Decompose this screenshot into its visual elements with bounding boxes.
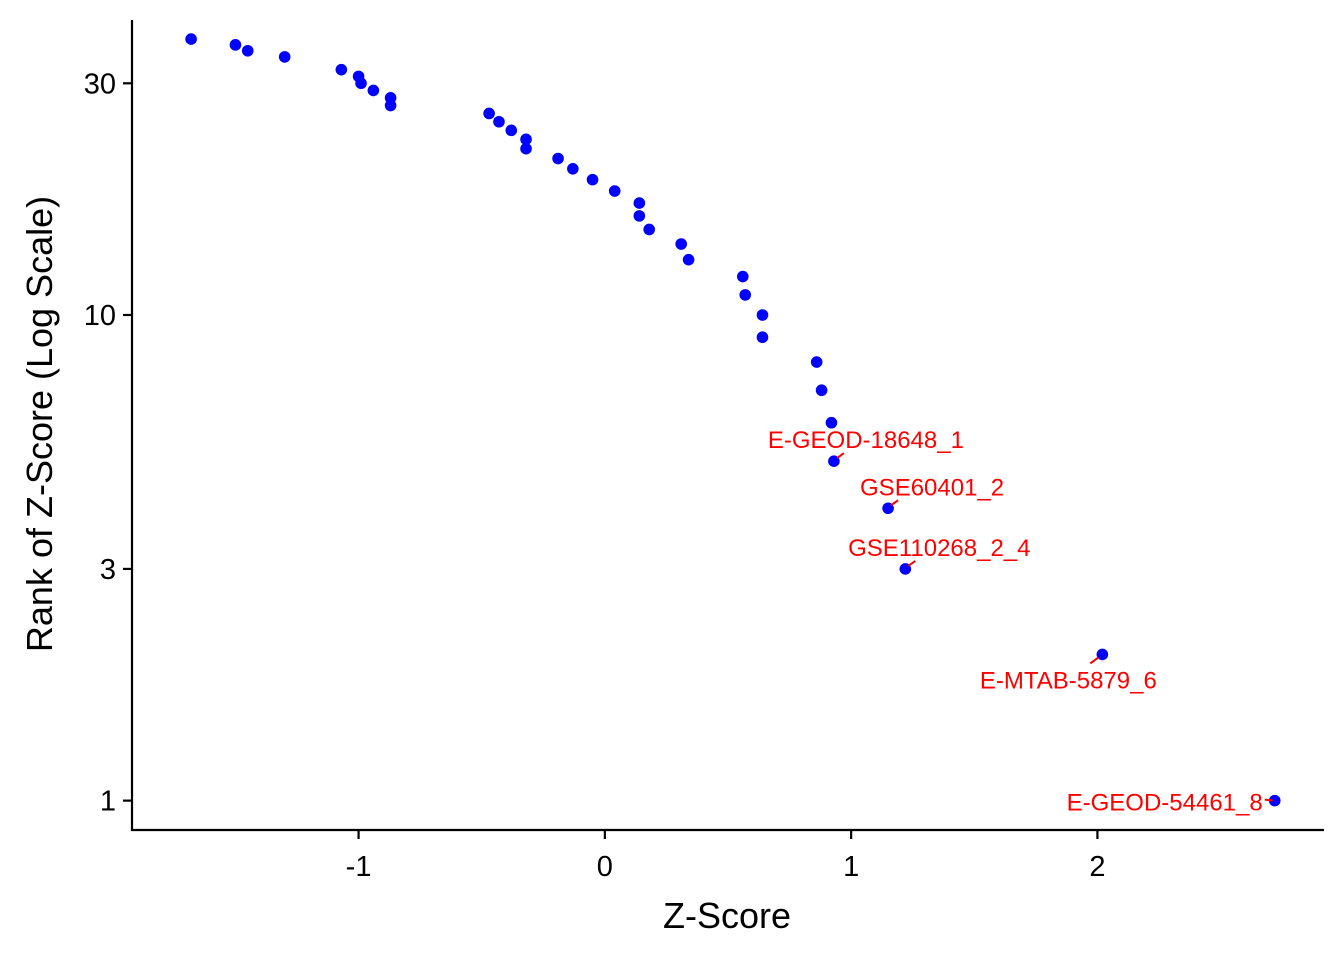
data-points — [185, 33, 1281, 807]
data-point — [643, 223, 655, 236]
data-point — [229, 39, 242, 51]
data-point — [756, 331, 769, 344]
point-label: GSE60401_2 — [860, 474, 1004, 501]
x-axis-title: Z-Score — [663, 895, 791, 936]
data-point — [367, 84, 380, 97]
x-tick-label: -1 — [346, 851, 372, 883]
data-point — [552, 152, 564, 165]
plot-area: -1 0 1 2 1 3 10 30 E-GEOD-54461_8 E-MTAB-5879_6… — [84, 20, 1324, 883]
x-tick-label: 2 — [1089, 851, 1105, 883]
data-point — [739, 289, 752, 301]
data-point — [815, 384, 828, 397]
y-tick-label: 3 — [100, 554, 116, 586]
label-leader-line — [907, 560, 916, 567]
data-point — [278, 51, 291, 63]
label-leader-line — [836, 452, 845, 460]
data-point — [586, 173, 599, 186]
data-point — [1268, 794, 1281, 807]
data-point — [810, 356, 823, 368]
data-point — [384, 92, 397, 104]
data-point — [736, 270, 749, 283]
point-label: E-GEOD-54461_8 — [1067, 790, 1263, 817]
data-point — [633, 197, 646, 209]
point-labels: E-GEOD-54461_8 E-MTAB-5879_6 GSE110268_2_4… — [768, 427, 1273, 817]
y-axis-title: Rank of Z-Score (Log Scale) — [19, 196, 60, 652]
x-tick-label: 0 — [597, 851, 613, 883]
data-point — [825, 416, 838, 429]
label-leader-line — [1089, 656, 1099, 665]
y-tick-label: 1 — [100, 786, 116, 818]
point-label: E-GEOD-18648_1 — [768, 427, 964, 454]
y-axis-ticks: 1 3 10 30 — [84, 68, 132, 818]
data-point — [756, 309, 769, 321]
y-tick-label: 10 — [84, 300, 116, 332]
data-point — [882, 502, 894, 515]
data-point — [520, 142, 532, 155]
data-point — [185, 33, 197, 45]
data-point — [675, 238, 688, 250]
data-point — [828, 455, 840, 467]
y-tick-label: 30 — [84, 68, 116, 100]
data-point — [520, 133, 532, 146]
data-point — [335, 63, 348, 76]
data-point — [483, 107, 495, 120]
data-point — [352, 70, 365, 83]
x-tick-label: 1 — [843, 851, 859, 883]
data-point — [241, 44, 254, 57]
data-point — [633, 210, 646, 222]
point-label: GSE110268_2_4 — [848, 535, 1030, 562]
data-point — [505, 124, 518, 137]
data-point — [899, 563, 912, 575]
data-point — [682, 253, 695, 266]
data-point — [608, 185, 621, 197]
label-leader-line — [1264, 798, 1273, 802]
data-point — [493, 115, 505, 128]
x-axis-ticks: -1 0 1 2 — [346, 830, 1105, 883]
label-leader-line — [890, 499, 899, 507]
data-point — [1096, 648, 1109, 661]
point-label: E-MTAB-5879_6 — [980, 667, 1157, 694]
data-point — [567, 163, 579, 175]
